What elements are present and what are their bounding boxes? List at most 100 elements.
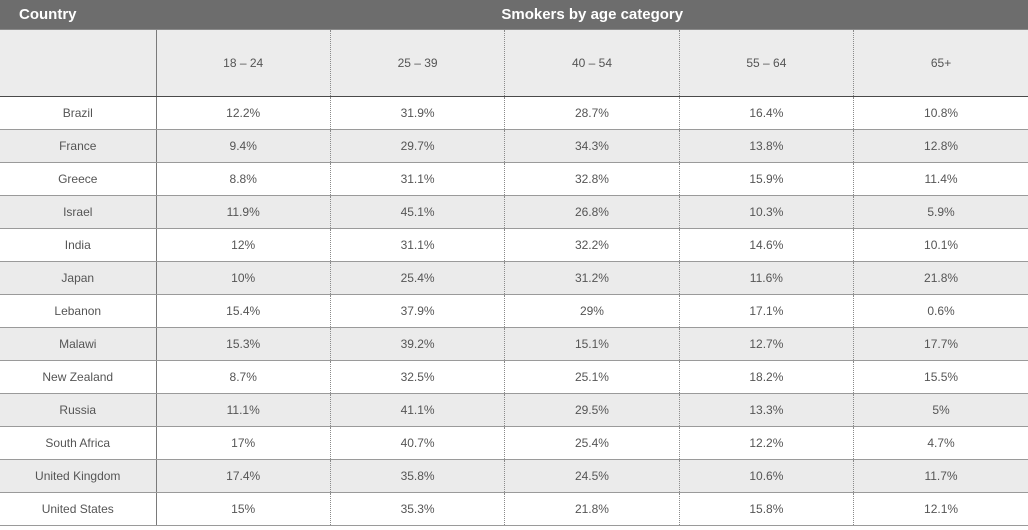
country-subheader-blank <box>0 29 157 97</box>
country-cell: Malawi <box>0 327 157 361</box>
value-cell: 37.9% <box>329 294 505 328</box>
value-cell: 35.8% <box>329 459 505 493</box>
table-header-row: Country Smokers by age category <box>0 0 1028 30</box>
country-cell: United Kingdom <box>0 459 157 493</box>
value-cell: 17.1% <box>678 294 854 328</box>
value-cell: 11.6% <box>678 261 854 295</box>
value-cell: 31.2% <box>504 261 680 295</box>
table-row: Malawi 15.3% 39.2% 15.1% 12.7% 17.7% <box>0 327 1028 361</box>
value-cell: 8.7% <box>156 360 331 394</box>
value-cell: 12.8% <box>853 129 1028 163</box>
value-cell: 21.8% <box>853 261 1028 295</box>
value-cell: 29.5% <box>504 393 680 427</box>
value-cell: 32.8% <box>504 162 680 196</box>
table-row: Lebanon 15.4% 37.9% 29% 17.1% 0.6% <box>0 294 1028 328</box>
country-cell: United States <box>0 492 157 526</box>
value-cell: 45.1% <box>329 195 505 229</box>
value-cell: 16.4% <box>678 96 854 130</box>
value-cell: 32.5% <box>329 360 505 394</box>
country-cell: Israel <box>0 195 157 229</box>
table-row: South Africa 17% 40.7% 25.4% 12.2% 4.7% <box>0 426 1028 460</box>
value-cell: 25.1% <box>504 360 680 394</box>
table-row: India 12% 31.1% 32.2% 14.6% 10.1% <box>0 228 1028 262</box>
value-cell: 9.4% <box>156 129 331 163</box>
value-cell: 40.7% <box>329 426 505 460</box>
country-cell: Russia <box>0 393 157 427</box>
value-cell: 15.4% <box>156 294 331 328</box>
country-cell: New Zealand <box>0 360 157 394</box>
country-cell: France <box>0 129 157 163</box>
value-cell: 0.6% <box>853 294 1028 328</box>
value-cell: 15% <box>156 492 331 526</box>
value-cell: 15.5% <box>853 360 1028 394</box>
table-row: Israel 11.9% 45.1% 26.8% 10.3% 5.9% <box>0 195 1028 229</box>
value-cell: 15.8% <box>678 492 854 526</box>
value-cell: 12.2% <box>678 426 854 460</box>
value-cell: 11.4% <box>853 162 1028 196</box>
value-cell: 10.1% <box>853 228 1028 262</box>
value-cell: 26.8% <box>504 195 680 229</box>
value-cell: 10.3% <box>678 195 854 229</box>
value-cell: 11.9% <box>156 195 331 229</box>
value-cell: 39.2% <box>329 327 505 361</box>
value-cell: 35.3% <box>329 492 505 526</box>
value-cell: 13.8% <box>678 129 854 163</box>
age-category-header: 55 – 64 <box>678 29 854 97</box>
value-cell: 29.7% <box>329 129 505 163</box>
value-cell: 15.9% <box>678 162 854 196</box>
table-row: United States 15% 35.3% 21.8% 15.8% 12.1% <box>0 492 1028 526</box>
value-cell: 31.1% <box>329 162 505 196</box>
value-cell: 17% <box>156 426 331 460</box>
table-row: Japan 10% 25.4% 31.2% 11.6% 21.8% <box>0 261 1028 295</box>
table-row: United Kingdom 17.4% 35.8% 24.5% 10.6% 11.7% <box>0 459 1028 493</box>
value-cell: 25.4% <box>504 426 680 460</box>
value-cell: 5.9% <box>853 195 1028 229</box>
table-row: Brazil 12.2% 31.9% 28.7% 16.4% 10.8% <box>0 96 1028 130</box>
value-cell: 5% <box>853 393 1028 427</box>
country-column-header: Country <box>0 0 157 30</box>
value-cell: 28.7% <box>504 96 680 130</box>
value-cell: 14.6% <box>678 228 854 262</box>
value-cell: 18.2% <box>678 360 854 394</box>
country-cell: Japan <box>0 261 157 295</box>
value-cell: 31.1% <box>329 228 505 262</box>
age-category-header: 18 – 24 <box>156 29 331 97</box>
value-cell: 12.1% <box>853 492 1028 526</box>
table-body: Brazil 12.2% 31.9% 28.7% 16.4% 10.8% France 9.4… <box>0 96 1028 526</box>
value-cell: 31.9% <box>329 96 505 130</box>
value-cell: 17.7% <box>853 327 1028 361</box>
table-row: France 9.4% 29.7% 34.3% 13.8% 12.8% <box>0 129 1028 163</box>
table-row: Greece 8.8% 31.1% 32.8% 15.9% 11.4% <box>0 162 1028 196</box>
value-cell: 4.7% <box>853 426 1028 460</box>
age-category-header: 65+ <box>853 29 1028 97</box>
country-cell: Greece <box>0 162 157 196</box>
value-cell: 12.2% <box>156 96 331 130</box>
table-title: Smokers by age category <box>156 0 1028 30</box>
value-cell: 32.2% <box>504 228 680 262</box>
value-cell: 17.4% <box>156 459 331 493</box>
age-category-header: 25 – 39 <box>329 29 505 97</box>
age-category-header: 40 – 54 <box>504 29 680 97</box>
value-cell: 11.7% <box>853 459 1028 493</box>
value-cell: 25.4% <box>329 261 505 295</box>
value-cell: 10.6% <box>678 459 854 493</box>
value-cell: 10% <box>156 261 331 295</box>
value-cell: 8.8% <box>156 162 331 196</box>
country-cell: South Africa <box>0 426 157 460</box>
table-row: Russia 11.1% 41.1% 29.5% 13.3% 5% <box>0 393 1028 427</box>
value-cell: 12% <box>156 228 331 262</box>
value-cell: 15.1% <box>504 327 680 361</box>
value-cell: 21.8% <box>504 492 680 526</box>
value-cell: 41.1% <box>329 393 505 427</box>
country-cell: India <box>0 228 157 262</box>
value-cell: 24.5% <box>504 459 680 493</box>
value-cell: 34.3% <box>504 129 680 163</box>
country-cell: Lebanon <box>0 294 157 328</box>
table-row: New Zealand 8.7% 32.5% 25.1% 18.2% 15.5% <box>0 360 1028 394</box>
country-cell: Brazil <box>0 96 157 130</box>
age-category-header-row: 18 – 24 25 – 39 40 – 54 55 – 64 65+ <box>0 29 1028 97</box>
value-cell: 15.3% <box>156 327 331 361</box>
value-cell: 12.7% <box>678 327 854 361</box>
value-cell: 11.1% <box>156 393 331 427</box>
